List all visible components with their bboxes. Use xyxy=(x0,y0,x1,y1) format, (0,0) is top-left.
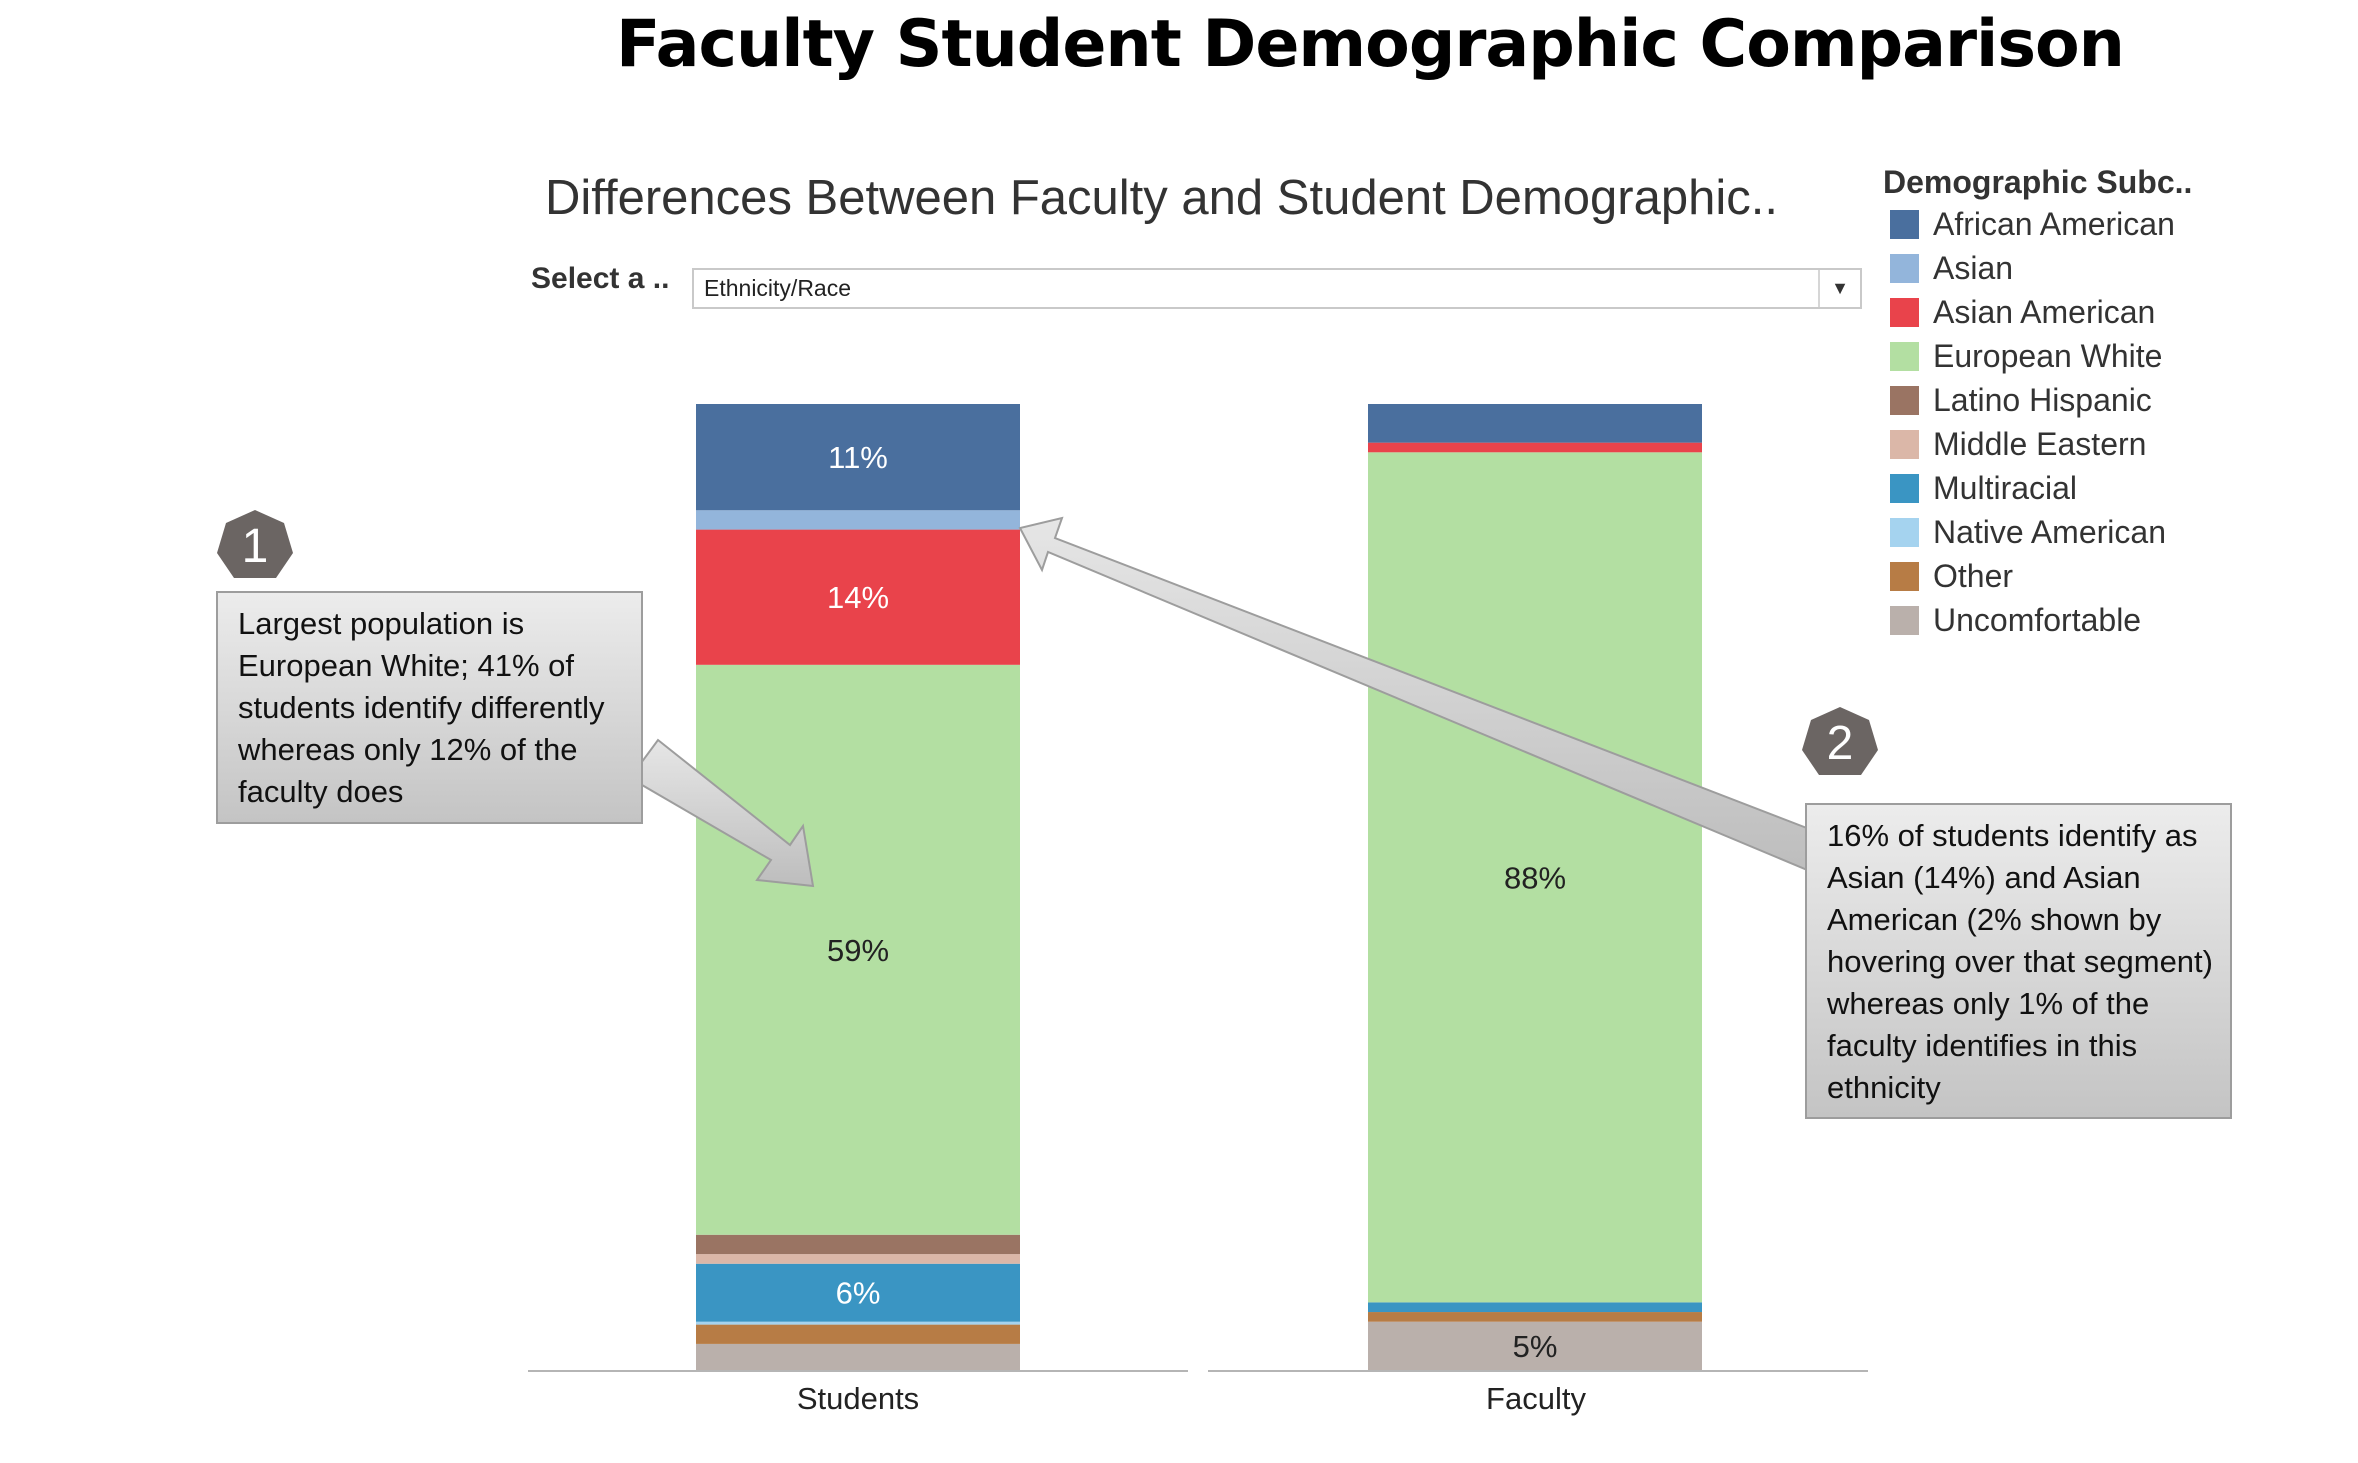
data-label: 11% xyxy=(828,440,888,475)
legend-items: African American Asian Asian American Europ… xyxy=(1883,202,2283,642)
legend-swatch xyxy=(1890,429,1919,459)
bar-segment[interactable] xyxy=(1368,1302,1702,1313)
legend-label: European White xyxy=(1933,337,2163,374)
data-label: 6% xyxy=(836,1276,881,1311)
legend-label: Native American xyxy=(1933,513,2166,550)
bar-segment[interactable] xyxy=(696,1263,1020,1322)
legend-label: Multiracial xyxy=(1933,469,2078,506)
legend-swatch xyxy=(1890,561,1919,591)
legend-label: Uncomfortable xyxy=(1933,601,2142,638)
category-select[interactable]: Ethnicity/Race ▼ xyxy=(692,268,1862,309)
legend-item[interactable]: Native American xyxy=(1883,510,2283,554)
bar-segment[interactable] xyxy=(696,1321,1020,1325)
legend-item[interactable]: Uncomfortable xyxy=(1883,598,2283,642)
legend-swatch xyxy=(1890,297,1919,327)
legend-swatch xyxy=(1890,341,1919,371)
legend-swatch xyxy=(1890,517,1919,547)
data-label: 14% xyxy=(827,580,889,615)
bar-segment[interactable] xyxy=(1368,1312,1702,1322)
bar-segment[interactable] xyxy=(696,404,1020,511)
bar-segment[interactable] xyxy=(696,1343,1020,1370)
bar-segment[interactable] xyxy=(1368,404,1702,443)
annotation-2-text: 16% of students identify as Asian (14%) … xyxy=(1827,818,2213,1105)
annotation-2-callout: 16% of students identify as Asian (14%) … xyxy=(1805,803,2232,1119)
data-label: 88% xyxy=(1504,860,1566,895)
legend-title: Demographic Subc.. xyxy=(1883,164,2193,200)
annotation-1-callout: Largest population is European White; 41… xyxy=(216,591,643,824)
legend-label: Other xyxy=(1933,557,2014,594)
legend-swatch xyxy=(1890,209,1919,239)
chart-title: Differences Between Faculty and Student … xyxy=(545,171,1778,225)
data-label: 5% xyxy=(1513,1329,1558,1364)
legend-swatch xyxy=(1890,605,1919,635)
legend-label: African American xyxy=(1933,205,2175,242)
legend-swatch xyxy=(1890,385,1919,415)
bar-segment[interactable] xyxy=(696,510,1020,530)
legend-item[interactable]: Latino Hispanic xyxy=(1883,378,2283,422)
legend-swatch xyxy=(1890,253,1919,283)
x-tick-label: Faculty xyxy=(1486,1381,1586,1416)
legend-label: Asian American xyxy=(1933,293,2156,330)
legend-item[interactable]: African American xyxy=(1883,202,2283,246)
legend-item[interactable]: Middle Eastern xyxy=(1883,422,2283,466)
legend-swatch xyxy=(1890,473,1919,503)
legend-item[interactable]: Other xyxy=(1883,554,2283,598)
chevron-down-icon[interactable]: ▼ xyxy=(1818,270,1860,307)
data-label: 59% xyxy=(827,933,889,968)
annotation-1-text: Largest population is European White; 41… xyxy=(238,606,605,809)
legend: Demographic Subc.. African American Asian… xyxy=(1883,162,2283,642)
bar-segment[interactable] xyxy=(696,529,1020,665)
annotation-1-number: 1 xyxy=(241,520,269,573)
category-select-value: Ethnicity/Race xyxy=(704,275,852,301)
bar-segment[interactable] xyxy=(696,1254,1020,1264)
page-title: Faculty Student Demographic Comparison xyxy=(616,7,2125,82)
bar-segment[interactable] xyxy=(1368,1321,1702,1370)
legend-label: Asian xyxy=(1933,249,2014,286)
legend-item[interactable]: European White xyxy=(1883,334,2283,378)
bar-segment[interactable] xyxy=(1368,442,1702,453)
x-tick-label: Students xyxy=(797,1381,919,1416)
annotation-2-number: 2 xyxy=(1826,717,1854,770)
legend-item[interactable]: Multiracial xyxy=(1883,466,2283,510)
legend-label: Latino Hispanic xyxy=(1933,381,2152,418)
bar-segment[interactable] xyxy=(696,1234,1020,1255)
legend-label: Middle Eastern xyxy=(1933,425,2147,462)
bar-segment[interactable] xyxy=(696,1324,1020,1344)
legend-item[interactable]: Asian xyxy=(1883,246,2283,290)
legend-item[interactable]: Asian American xyxy=(1883,290,2283,334)
filter-label: Select a .. xyxy=(531,262,670,295)
